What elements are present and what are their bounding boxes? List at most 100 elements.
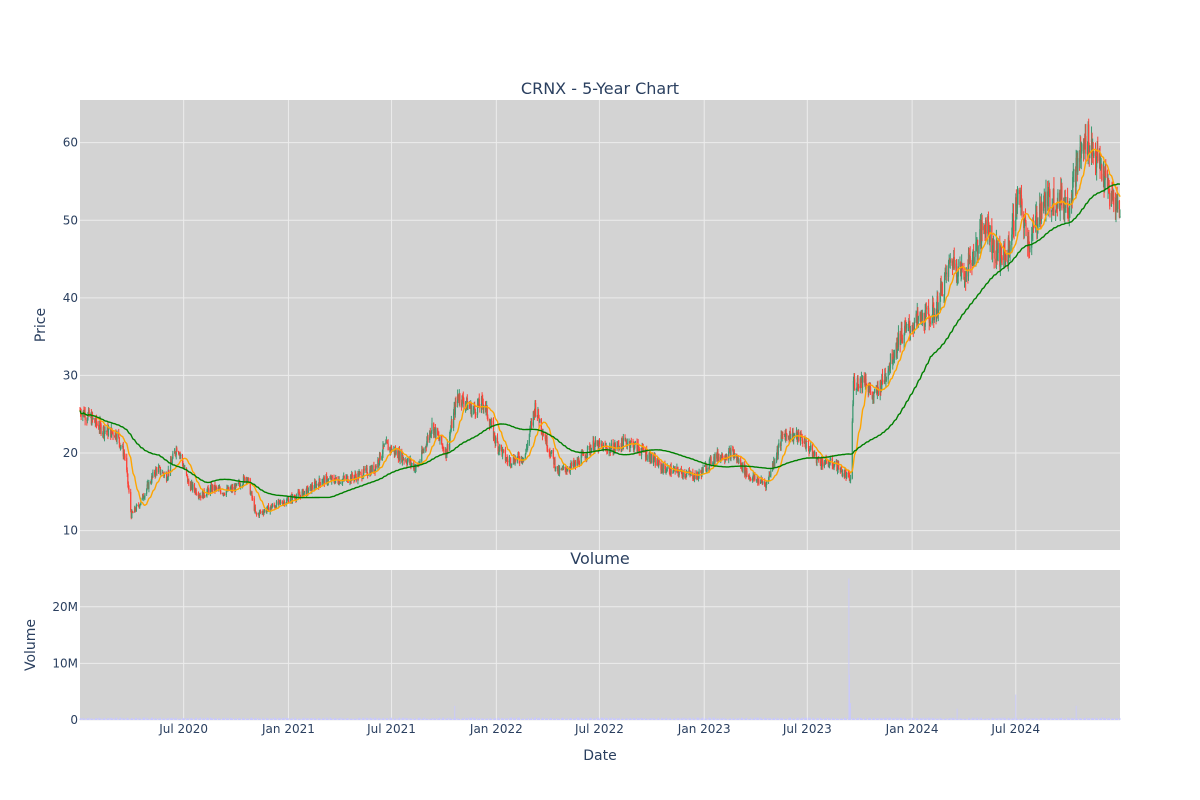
volume-bar (925, 717, 927, 720)
volume-bar (848, 578, 850, 720)
volume-bar (1117, 718, 1119, 720)
volume-bar (609, 719, 611, 720)
candle-body (172, 453, 174, 459)
candle-body (932, 304, 934, 321)
candle-body (321, 482, 323, 485)
candle-body (913, 321, 915, 331)
candle-body (136, 504, 138, 506)
candle-body (807, 441, 810, 449)
volume-bar (182, 717, 183, 720)
volume-bar (374, 717, 375, 720)
volume-bar (527, 718, 529, 720)
volume-bar (665, 718, 666, 720)
volume-bar (446, 718, 448, 720)
volume-bar (522, 717, 524, 720)
volume-bar (148, 718, 150, 720)
volume-bar (326, 718, 328, 720)
volume-bar (765, 718, 767, 720)
candle-body (387, 443, 389, 451)
volume-bar (542, 717, 543, 720)
volume-bar (988, 718, 990, 720)
volume-bar (284, 717, 285, 720)
candle-body (872, 396, 874, 399)
volume-bar (298, 718, 300, 720)
candle-body (282, 502, 284, 506)
candle-body (437, 435, 439, 436)
volume-bar (361, 719, 363, 720)
candle-body (844, 471, 846, 477)
volume-bar (140, 718, 142, 720)
volume-bar (163, 717, 165, 720)
volume-bar (746, 717, 748, 720)
volume-bar (102, 718, 104, 720)
candle-body (1110, 192, 1113, 207)
candle-body (1119, 215, 1121, 218)
volume-bar (980, 718, 981, 720)
volume-bar (207, 717, 208, 720)
volume-bar (466, 717, 468, 720)
volume-bar (473, 717, 475, 720)
volume-bar (315, 718, 317, 720)
volume-bar (419, 717, 421, 720)
volume-bar (510, 717, 511, 720)
candle-body (801, 437, 803, 442)
candle-body (880, 386, 882, 392)
candle-body (728, 451, 730, 460)
volume-bar (163, 718, 165, 720)
volume-bar (565, 718, 567, 720)
volume-bar (550, 717, 552, 720)
short-moving-average-line (79, 148, 1121, 513)
volume-bar (411, 718, 413, 720)
candle-body (1001, 257, 1003, 261)
volume-bar (287, 717, 289, 720)
candle-body (120, 446, 122, 448)
volume-bar (362, 717, 363, 720)
candle-body (1111, 192, 1113, 194)
candle-body (901, 337, 904, 344)
candle-body (921, 313, 923, 320)
candle-body (819, 460, 822, 466)
volume-bar (503, 718, 505, 720)
candle-body (1032, 221, 1034, 230)
candle-body (175, 448, 177, 456)
volume-bar (818, 718, 820, 720)
volume-bar (718, 718, 719, 720)
volume-bar (426, 718, 428, 720)
volume-bar (917, 718, 919, 720)
volume-bar (147, 718, 149, 720)
candle-body (423, 448, 425, 452)
candle-body (696, 471, 698, 477)
volume-bar (1009, 718, 1010, 720)
volume-bar (535, 717, 537, 720)
candle-body (167, 476, 169, 480)
volume-bar (350, 718, 351, 720)
candle-body (449, 432, 451, 436)
volume-bar (222, 718, 224, 720)
volume-bar (342, 718, 344, 720)
volume-bar (993, 718, 994, 720)
volume-bar (845, 718, 846, 720)
volume-bar (888, 718, 890, 720)
volume-bar (531, 717, 533, 720)
candle-body (992, 242, 994, 252)
candle-body (885, 379, 888, 381)
candle-body (193, 484, 196, 491)
volume-bar (397, 719, 399, 720)
candle-body (419, 461, 421, 464)
volume-bar (789, 717, 791, 720)
volume-bar (95, 718, 97, 720)
candle-body (255, 513, 258, 515)
volume-bar (195, 717, 197, 720)
candle-body (474, 405, 476, 410)
candle-body (903, 334, 905, 344)
volume-bar (260, 718, 261, 720)
volume-bar (493, 718, 494, 720)
volume-bar (1081, 718, 1083, 720)
volume-bar (706, 718, 708, 720)
volume-bar (497, 718, 498, 720)
volume-bar (589, 717, 591, 720)
candle-body (816, 458, 819, 460)
volume-bar (486, 718, 488, 720)
volume-bar (418, 717, 420, 720)
candle-body (139, 505, 141, 508)
